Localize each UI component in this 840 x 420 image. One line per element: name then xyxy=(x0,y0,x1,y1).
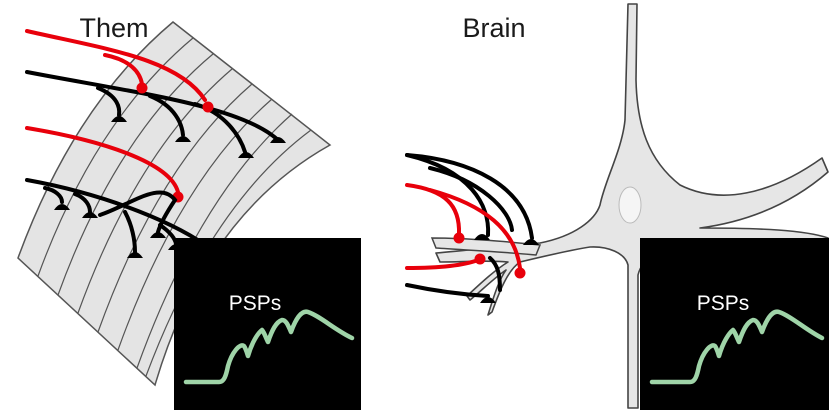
psp-inset-label: PSPs xyxy=(229,292,282,315)
left-panel: Them PSPs xyxy=(17,13,361,410)
psp-trace xyxy=(649,309,825,385)
synapse-bouton xyxy=(523,239,539,245)
synapse-boutons-black-1 xyxy=(111,116,286,158)
synapse-red xyxy=(514,267,526,279)
synapse-bouton xyxy=(150,232,166,238)
synapse-red xyxy=(453,232,465,244)
psp-inset-label: PSPs xyxy=(697,292,750,315)
synapse-red xyxy=(474,253,486,265)
synapse-bouton xyxy=(111,116,127,122)
panel-title-brain: Brain xyxy=(462,13,525,43)
psp-inset-right: PSPs xyxy=(640,238,829,410)
psp-inset-left: PSPs xyxy=(174,238,361,410)
synapse-red xyxy=(202,101,214,113)
synapse-bouton xyxy=(474,234,490,240)
grid-lines xyxy=(37,37,312,377)
axon-red-1 xyxy=(25,29,207,102)
psp-trace xyxy=(183,309,355,385)
panel-title-them: Them xyxy=(79,13,148,43)
synapse-bouton xyxy=(238,152,254,158)
axon-black-bundle xyxy=(405,153,534,298)
axon-red-bundle xyxy=(405,183,522,270)
synapse-red xyxy=(136,82,148,94)
synapse-bouton xyxy=(54,204,70,210)
synapse-boutons-black-right xyxy=(474,234,539,303)
synapse-bouton xyxy=(270,137,286,143)
synapse-bouton xyxy=(127,252,143,258)
synapse-bouton xyxy=(480,297,496,303)
right-panel: Brain PSPs xyxy=(405,3,829,410)
axon-red-2 xyxy=(25,126,180,194)
synapse-bouton xyxy=(82,212,98,218)
neuron-nucleus xyxy=(618,186,642,224)
synapse-bouton xyxy=(175,136,191,142)
